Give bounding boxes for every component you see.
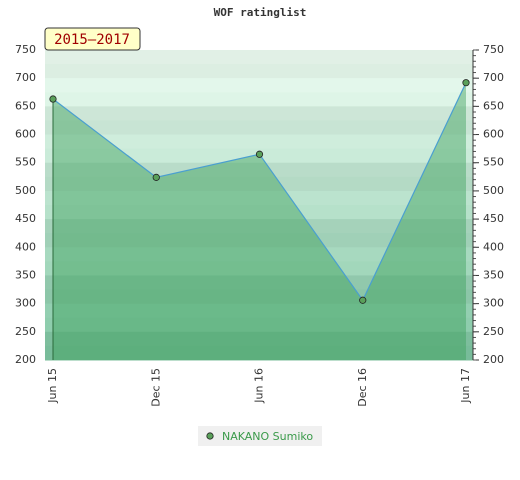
y-tick-label: 450: [15, 212, 36, 225]
point: [152, 173, 160, 181]
legend-box: [198, 426, 322, 446]
y2-tick-label: 300: [483, 297, 504, 310]
y2-tick-label: 700: [483, 71, 504, 84]
x-tick-label: Dec 15: [149, 368, 162, 407]
stripe: [45, 50, 473, 65]
y-tick-label: 700: [15, 71, 36, 84]
badge-box: [44, 27, 141, 51]
badge: 2015–2017: [54, 32, 130, 48]
stripe: [45, 247, 473, 262]
stripe: [45, 275, 473, 291]
point: [462, 79, 470, 87]
y-tick-label: 300: [15, 297, 36, 310]
stripe: [45, 317, 473, 333]
y2-tick-label: 550: [483, 156, 504, 169]
stripe: [45, 190, 473, 206]
x-tick-label: Dec 16: [356, 368, 369, 407]
stripe: [45, 92, 473, 107]
y-tick-label: 250: [15, 325, 36, 338]
chart-title: WOF ratinglist: [214, 6, 307, 19]
y2-tick-label: 200: [483, 353, 504, 366]
y2-tick-label: 350: [483, 268, 504, 281]
x-tick-label: Jun 15: [46, 368, 59, 404]
x-tick-label: Jun 16: [253, 368, 266, 404]
y-tick-label: 750: [15, 43, 36, 56]
y-tick-label: 600: [15, 128, 36, 141]
y-tick-label: 650: [15, 99, 36, 112]
plot-background: [45, 50, 473, 361]
stripe: [45, 78, 473, 93]
y-tick-label: 400: [15, 240, 36, 253]
y2-tick-label: 450: [483, 212, 504, 225]
y2-tick-label: 500: [483, 184, 504, 197]
stripe: [45, 176, 473, 192]
stripe: [45, 64, 473, 79]
legend-marker: [206, 432, 214, 440]
stripe: [45, 106, 473, 121]
y-tick-label: 350: [15, 268, 36, 281]
stripe: [45, 261, 473, 276]
stripe: [45, 134, 473, 150]
stripe: [45, 331, 473, 347]
legend-label: NAKANO Sumiko: [222, 430, 313, 443]
point: [255, 150, 264, 158]
point: [49, 95, 57, 103]
point: [359, 296, 367, 304]
x-tick-label: Jun 17: [459, 368, 472, 404]
stripe: [45, 120, 473, 136]
stripe: [45, 303, 473, 319]
y-tick-label: 200: [15, 353, 36, 366]
y2-tick-label: 400: [483, 240, 504, 253]
stripe: [45, 345, 473, 361]
y2-tick-label: 650: [483, 99, 504, 112]
y2-tick-label: 250: [483, 325, 504, 338]
y-tick-label: 500: [15, 184, 36, 197]
area: [53, 82, 466, 360]
y-tick-label: 550: [15, 156, 36, 169]
stripe: [45, 233, 473, 248]
y2-tick-label: 750: [483, 43, 504, 56]
stripe: [45, 205, 473, 220]
y2-tick-label: 600: [483, 128, 504, 141]
stripe: [45, 219, 473, 234]
